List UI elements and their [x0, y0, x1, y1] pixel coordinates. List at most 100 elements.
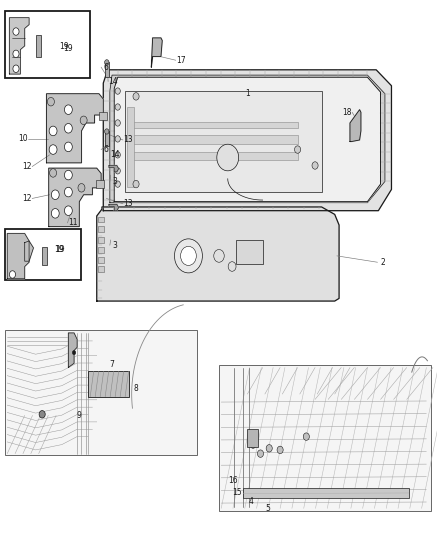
Text: 3: 3 [113, 177, 117, 186]
Polygon shape [114, 77, 381, 201]
Text: 12: 12 [22, 194, 32, 203]
Bar [105, 132, 109, 147]
Text: 18: 18 [342, 108, 352, 117]
Bar [127, 107, 134, 187]
Polygon shape [25, 241, 33, 261]
Bar [5, 11, 90, 78]
Text: 8: 8 [134, 384, 138, 393]
Text: 6: 6 [104, 63, 109, 71]
Circle shape [64, 170, 72, 180]
Circle shape [105, 129, 109, 134]
Text: 13: 13 [124, 135, 133, 144]
Circle shape [217, 144, 239, 171]
Polygon shape [97, 207, 339, 301]
Bar [5, 330, 197, 455]
Circle shape [312, 162, 318, 169]
Text: 1: 1 [245, 89, 250, 98]
Circle shape [64, 142, 72, 152]
Text: 14: 14 [110, 150, 120, 159]
Text: 2: 2 [380, 258, 385, 266]
Circle shape [228, 262, 236, 271]
Bar [132, 135, 297, 144]
Polygon shape [109, 165, 119, 172]
Circle shape [133, 180, 139, 188]
Text: 4: 4 [248, 497, 253, 506]
Circle shape [115, 152, 120, 158]
Polygon shape [350, 110, 361, 142]
Text: 19: 19 [55, 245, 64, 254]
Polygon shape [68, 333, 77, 368]
Bar [219, 365, 431, 511]
Text: 6: 6 [104, 145, 109, 154]
Circle shape [115, 136, 120, 142]
Polygon shape [109, 204, 119, 211]
Bar [99, 216, 104, 222]
Bar [88, 371, 130, 397]
Bar [132, 152, 297, 160]
Circle shape [266, 445, 272, 452]
Circle shape [303, 433, 309, 440]
Circle shape [214, 249, 224, 262]
Bar [35, 35, 41, 56]
Circle shape [64, 124, 72, 133]
Circle shape [64, 187, 72, 197]
Text: 15: 15 [233, 488, 242, 497]
Circle shape [49, 126, 57, 136]
Text: 9: 9 [77, 411, 82, 420]
Bar [96, 180, 104, 188]
Bar [125, 91, 321, 192]
Text: 14: 14 [109, 77, 118, 86]
Circle shape [174, 239, 202, 273]
Text: 19: 19 [59, 43, 69, 52]
Bar [99, 266, 104, 272]
Polygon shape [46, 94, 103, 163]
Bar [243, 488, 409, 498]
Text: 5: 5 [265, 504, 270, 513]
Circle shape [80, 116, 87, 125]
Polygon shape [103, 70, 392, 211]
Bar [42, 247, 47, 265]
Bar [99, 247, 104, 253]
Circle shape [115, 167, 120, 174]
Circle shape [49, 145, 57, 155]
Bar [132, 122, 297, 128]
Circle shape [64, 105, 72, 115]
Circle shape [250, 441, 256, 448]
Text: 16: 16 [228, 476, 238, 484]
Text: 12: 12 [22, 162, 32, 171]
Polygon shape [118, 79, 376, 195]
Circle shape [133, 93, 139, 100]
Bar [105, 62, 109, 77]
Text: 13: 13 [124, 199, 133, 208]
Circle shape [294, 146, 300, 154]
Circle shape [105, 60, 109, 65]
Circle shape [13, 28, 19, 35]
Circle shape [78, 183, 85, 192]
Bar [99, 112, 107, 120]
Text: 11: 11 [68, 219, 78, 228]
Circle shape [51, 208, 59, 218]
Circle shape [51, 190, 59, 199]
Circle shape [39, 410, 45, 418]
Circle shape [49, 168, 57, 177]
Circle shape [115, 181, 120, 187]
Text: 3: 3 [113, 241, 117, 250]
Bar [99, 226, 104, 232]
Circle shape [13, 50, 19, 58]
Circle shape [115, 104, 120, 110]
Circle shape [64, 206, 72, 215]
Circle shape [277, 446, 283, 454]
Circle shape [180, 246, 196, 265]
Circle shape [258, 450, 264, 457]
Circle shape [72, 351, 76, 355]
Text: 10: 10 [18, 134, 27, 143]
Circle shape [13, 65, 19, 72]
Circle shape [115, 88, 120, 94]
Circle shape [10, 271, 15, 278]
Text: 19: 19 [64, 44, 73, 53]
Bar [5, 229, 81, 280]
Polygon shape [49, 168, 101, 227]
Bar [99, 257, 104, 263]
Polygon shape [110, 75, 385, 203]
Circle shape [47, 98, 54, 106]
